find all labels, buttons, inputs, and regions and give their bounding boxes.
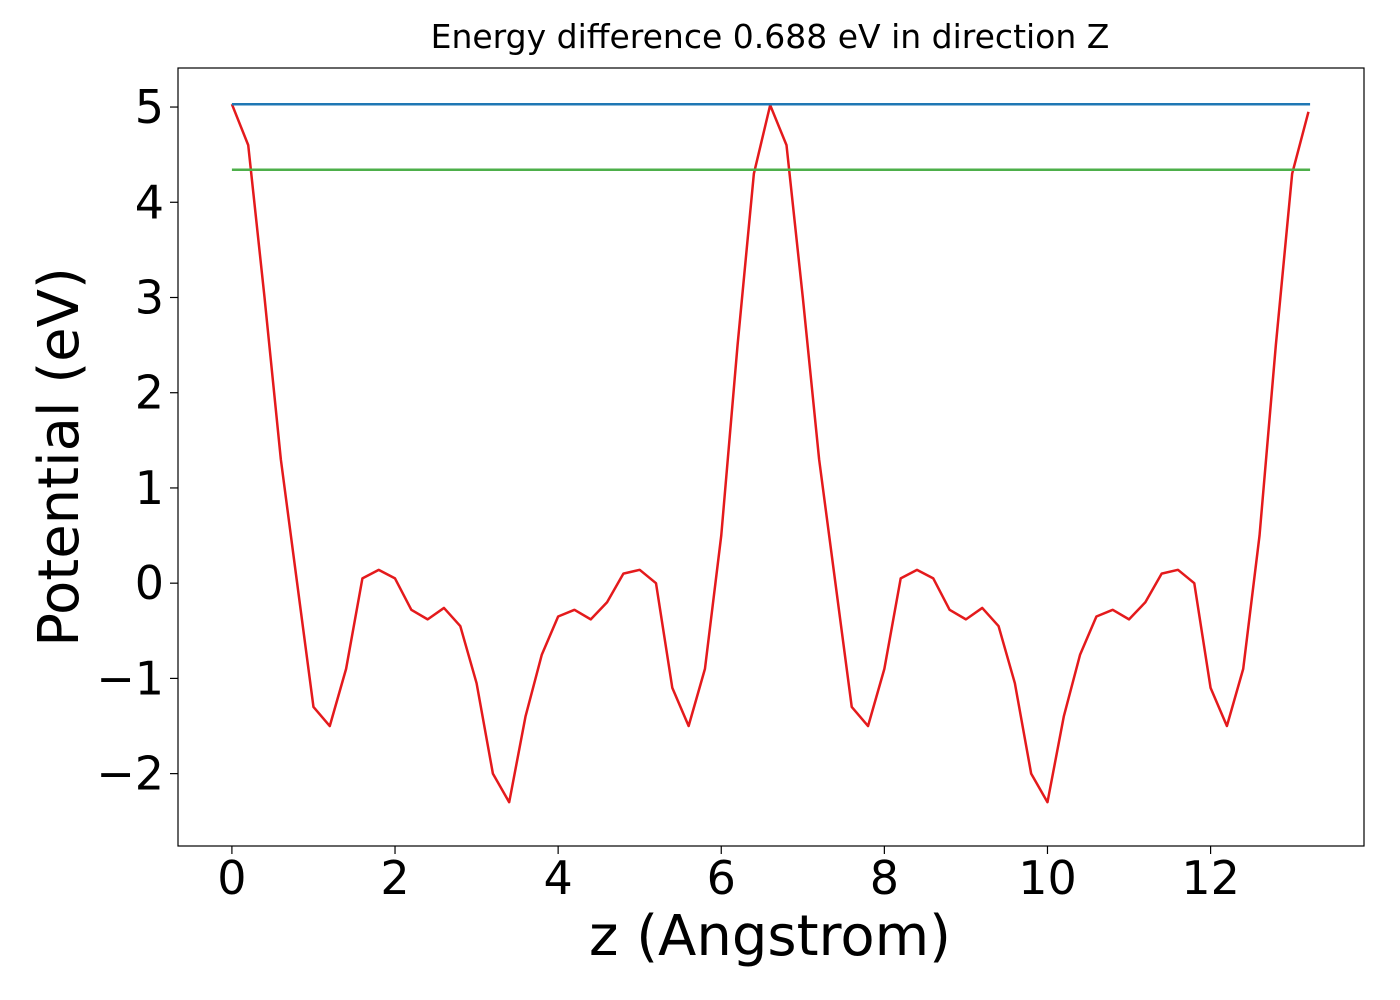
y-tick-label: −1 [96, 651, 164, 705]
y-tick-label: 5 [135, 80, 164, 134]
x-tick-label: 2 [380, 851, 409, 905]
x-tick-label: 10 [1018, 851, 1077, 905]
plot-frame [177, 67, 1365, 847]
y-tick-label: 3 [135, 270, 164, 324]
x-tick-label: 0 [217, 851, 246, 905]
y-tick-label: −2 [96, 747, 164, 801]
chart-title: Energy difference 0.688 eV in direction … [431, 17, 1110, 56]
y-tick-label: 4 [135, 175, 164, 229]
x-tick-label: 12 [1181, 851, 1240, 905]
y-tick-label: 2 [135, 366, 164, 420]
y-tick-label: 1 [135, 461, 164, 515]
x-tick-label: 4 [543, 851, 572, 905]
data-line [230, 103, 1310, 804]
y-axis-label: Potential (eV) [27, 267, 92, 647]
y-tick-label: 0 [135, 556, 164, 610]
x-axis-label: z (Angstrom) [589, 904, 951, 969]
x-tick-label: 8 [870, 851, 899, 905]
x-tick-label: 6 [707, 851, 736, 905]
